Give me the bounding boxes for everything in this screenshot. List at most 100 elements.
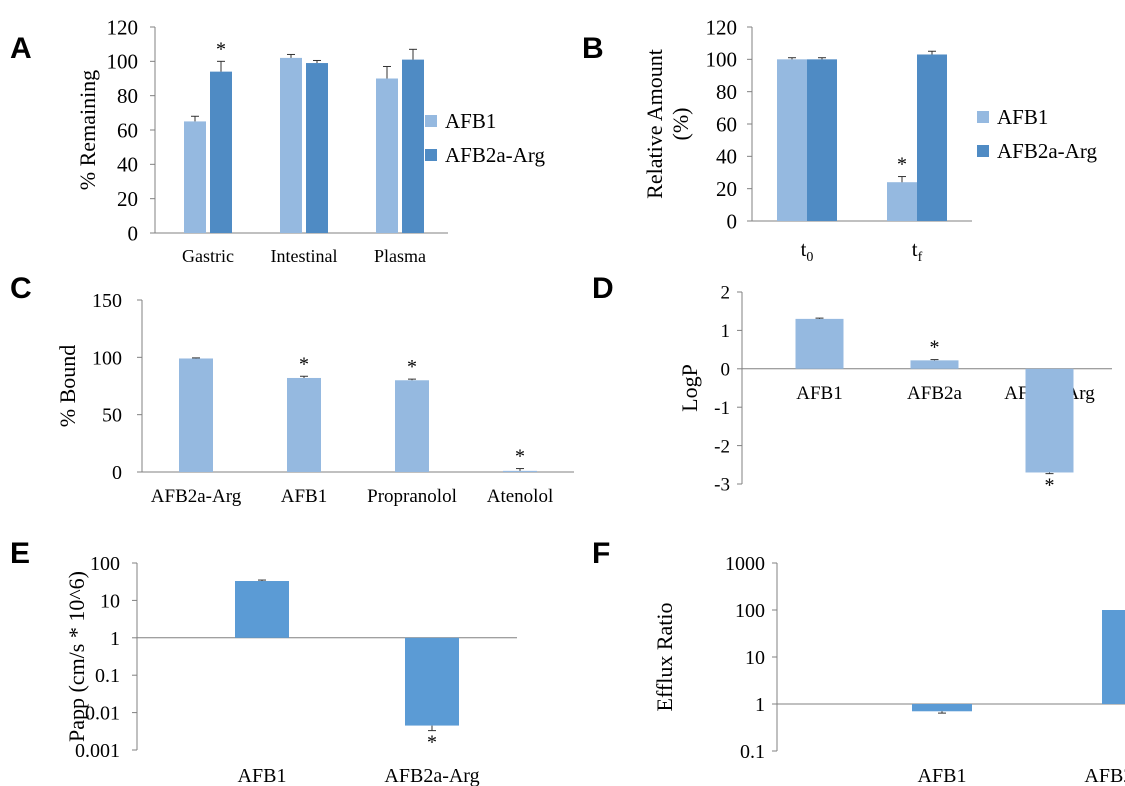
panel-e-bar [235, 581, 289, 638]
panel-b-category-label: tf [912, 237, 923, 265]
panel-b-bar [887, 182, 917, 221]
panel-e-tick-label: 1 [110, 628, 120, 650]
panel-b-bar [807, 59, 837, 222]
panel-d-bar [1025, 368, 1074, 473]
panel-c-tick-label: 100 [92, 347, 122, 369]
panel-f-tick-label: 100 [735, 600, 765, 622]
panel-a-tick-label: 0 [128, 221, 139, 245]
panel-d-tick-label: -3 [714, 475, 730, 496]
panel-c-bar [503, 470, 537, 472]
panel-e-tick-label: 0.001 [75, 740, 120, 762]
panel-d-ylabel: LogP [677, 364, 702, 412]
panel-c-ylabel: % Bound [55, 345, 80, 428]
panel-c-significance-star: * [515, 446, 525, 468]
panel-f-tick-label: 10 [745, 647, 765, 669]
panel-a-tick-label: 40 [117, 153, 138, 177]
panel-b-tick-label: 120 [706, 15, 738, 39]
panel-a-tick-label: 80 [117, 84, 138, 108]
panel-b-ylabel: Relative Amount(%) [642, 49, 693, 199]
panel-a-bar [402, 59, 424, 233]
panel-c-tick-label: 50 [102, 405, 122, 427]
panel-d-bar [795, 318, 844, 369]
panel-c-category-label: AFB1 [281, 486, 327, 507]
panel-e-tick-label: 100 [90, 553, 120, 575]
panel-f-ylabel: Efflux Ratio [652, 603, 677, 712]
panel-e-tick-label: 10 [100, 590, 120, 612]
panel-f-category-label: AFB2a-Arg [1084, 765, 1125, 786]
panel-b-ylabel-line: Relative Amount [642, 49, 667, 199]
panel-f-tick-label: 0.1 [740, 741, 765, 763]
panel-a-legend-swatch [425, 115, 437, 127]
panel-b-tick-label: 60 [716, 112, 737, 136]
panel-b-legend-swatch [977, 111, 989, 123]
panel-d-tick-label: 2 [721, 283, 731, 304]
panel-b-category-label: t0 [801, 237, 814, 265]
panel-f-tick-label: 1000 [725, 553, 765, 575]
panel-a-tick-label: 100 [107, 50, 139, 74]
panel-c-category-label: Propranolol [367, 486, 457, 507]
panel-a-bar [376, 78, 398, 233]
panel-d-tick-label: -2 [714, 436, 730, 457]
panel-e-bar [405, 637, 459, 726]
panel-c-bar [179, 358, 213, 472]
panel-c-category-label: AFB2a-Arg [151, 486, 242, 507]
panel-e-category-label: AFB2a-Arg [384, 765, 479, 786]
panel-c-category-label: Atenolol [487, 486, 554, 507]
panel-b-bar [777, 59, 807, 222]
panel-d-tick-label: 1 [721, 321, 731, 342]
panel-b-tick-label: 0 [727, 209, 738, 233]
panel-b-tick-label: 20 [716, 177, 737, 201]
panel-b-tick-label: 80 [716, 80, 737, 104]
panel-c-significance-star: * [299, 353, 309, 375]
panel-a-ylabel: % Remaining [75, 70, 100, 190]
panel-b-category-subscript: 0 [806, 250, 813, 265]
panel-e-letter: E [10, 537, 30, 570]
panel-f-tick-label: 1 [755, 694, 765, 716]
panel-b-tick-label: 100 [706, 48, 738, 72]
panel-d-significance-star: * [930, 337, 940, 359]
panel-b-legend-label: AFB2a-Arg [997, 139, 1097, 163]
panel-a-significance-star: * [216, 38, 226, 60]
panel-d-category-label: AFB2a [907, 383, 962, 404]
panel-a-letter: A [10, 32, 32, 65]
panel-f-category-label: AFB1 [918, 765, 967, 786]
panel-a-bar [184, 121, 206, 233]
panel-e-significance-star: * [427, 732, 437, 754]
panel-a-category-label: Intestinal [271, 246, 338, 266]
panel-a-category-label: Plasma [374, 246, 426, 266]
panel-e-tick-label: 0.1 [95, 665, 120, 687]
panel-e-category-label: AFB1 [238, 765, 287, 786]
panel-f-bar [1102, 610, 1125, 704]
panel-a-tick-label: 20 [117, 187, 138, 211]
panel-a-legend-label: AFB1 [445, 109, 496, 133]
panel-e-ylabel: Papp (cm/s * 10^6) [64, 571, 89, 742]
panel-b-legend-swatch [977, 145, 989, 157]
panel-a-tick-label: 120 [107, 15, 139, 39]
panel-c-bar [287, 377, 321, 472]
panel-d-bar [910, 360, 959, 369]
panel-a-bar [210, 71, 232, 233]
panel-a-bar [306, 63, 328, 233]
panel-d-tick-label: 0 [721, 359, 731, 380]
panel-c-tick-label: 150 [92, 290, 122, 312]
panel-b-bar [917, 54, 947, 221]
panel-b-significance-star: * [897, 154, 907, 176]
panel-b-ylabel-line: (%) [668, 108, 693, 141]
panel-d-tick-label: -1 [714, 398, 730, 419]
panel-a-legend-swatch [425, 149, 437, 161]
panel-c-significance-star: * [407, 356, 417, 378]
panel-b-category-subscript: f [918, 250, 923, 265]
panel-d-significance-star: * [1045, 475, 1055, 497]
panel-c-letter: C [10, 272, 32, 305]
panel-d-category-label: AFB1 [796, 383, 842, 404]
panel-b-letter: B [582, 32, 604, 65]
panel-a-bar [280, 57, 302, 234]
panel-f-bar [912, 704, 972, 712]
panel-e-tick-label: 0.01 [85, 703, 120, 725]
panel-b-tick-label: 40 [716, 145, 737, 169]
panel-a-tick-label: 60 [117, 118, 138, 142]
panel-a-legend-label: AFB2a-Arg [445, 143, 545, 167]
panel-f-letter: F [592, 537, 610, 570]
panel-a-category-label: Gastric [182, 246, 234, 266]
